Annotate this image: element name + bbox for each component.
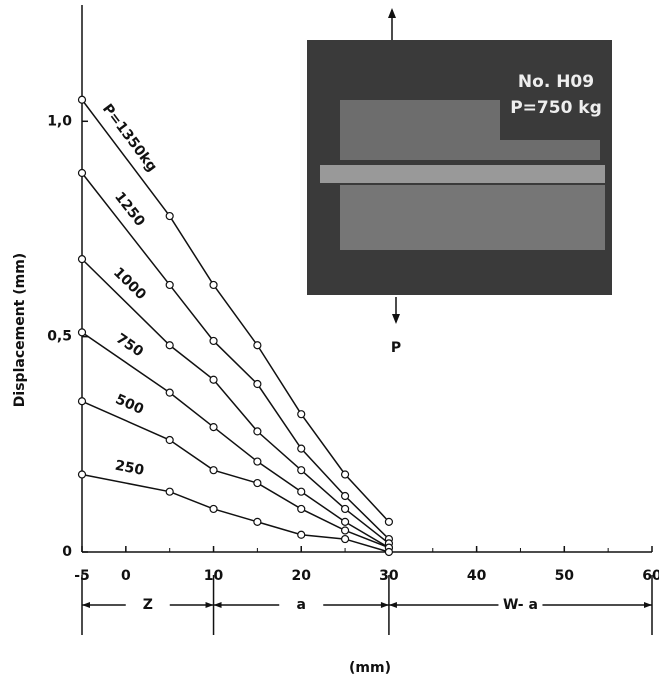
data-point	[340, 517, 350, 526]
y-tick-label: 0	[62, 544, 72, 560]
data-point	[209, 466, 218, 475]
data-point	[297, 530, 306, 539]
data-point	[209, 375, 218, 384]
data-point	[77, 255, 87, 264]
series-label: 1000	[110, 265, 149, 304]
data-point	[209, 422, 218, 432]
data-point	[77, 168, 87, 178]
y-axis-label: Displacement (mm)	[12, 253, 28, 407]
data-point	[297, 466, 306, 475]
data-point	[253, 517, 262, 526]
data-point	[297, 410, 306, 419]
data-point	[77, 328, 87, 337]
photo-label-bg	[500, 60, 608, 140]
x-tick-label: 50	[555, 568, 575, 584]
data-point	[77, 95, 87, 104]
inset-photo: No. H09 P=750 kg P	[307, 8, 612, 356]
data-point	[77, 397, 87, 406]
data-point	[340, 504, 350, 514]
photo-gap	[320, 165, 605, 183]
data-point	[253, 427, 262, 436]
x-axis-label: (mm)	[349, 660, 391, 676]
data-point	[297, 487, 306, 496]
data-point	[165, 487, 174, 496]
data-point	[209, 280, 218, 290]
data-point	[165, 435, 174, 445]
data-point	[77, 470, 87, 479]
data-point	[253, 457, 262, 466]
series-label: 250	[114, 458, 146, 479]
data-point	[165, 341, 174, 350]
data-point	[384, 547, 394, 557]
dimension-label: Z	[143, 597, 153, 613]
data-point	[340, 491, 350, 501]
data-point	[384, 517, 394, 526]
dimension-label: a	[297, 597, 306, 613]
data-point	[209, 336, 218, 346]
data-point	[340, 526, 350, 535]
inset-label: P=750 kg	[510, 98, 602, 118]
data-point	[340, 470, 350, 479]
arrow-head	[388, 8, 396, 18]
x-tick-label: 40	[467, 568, 487, 584]
data-point	[297, 444, 306, 453]
series-label: 750	[113, 331, 146, 361]
y-tick-label: 0,5	[47, 329, 72, 345]
data-point	[165, 280, 174, 290]
dimension-label: W- a	[503, 597, 538, 613]
data-point	[165, 388, 174, 397]
arrow-head	[392, 314, 400, 324]
data-point	[297, 504, 306, 514]
data-point	[253, 379, 262, 389]
series-label: 500	[113, 391, 146, 418]
inset-label: P	[391, 340, 401, 356]
data-point	[253, 341, 262, 350]
data-point	[209, 504, 218, 514]
inset-label: No. H09	[518, 72, 594, 92]
x-tick-label: 60	[642, 568, 659, 584]
x-tick-label: 20	[291, 568, 311, 584]
x-tick-label: 0	[121, 568, 131, 584]
series-label: 1250	[111, 189, 148, 230]
data-point	[253, 478, 262, 488]
photo-block	[340, 185, 605, 250]
y-tick-label: 1,0	[47, 113, 72, 129]
data-point	[340, 534, 350, 544]
data-point	[165, 211, 174, 221]
